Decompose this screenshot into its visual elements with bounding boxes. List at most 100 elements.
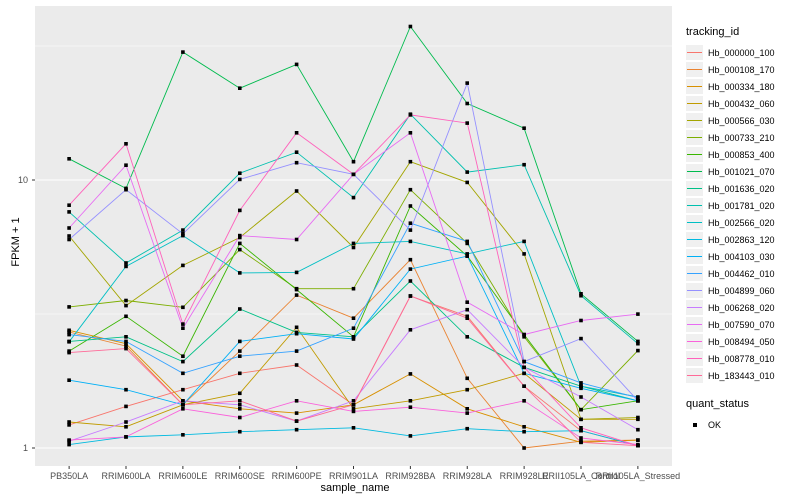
data-point bbox=[522, 429, 526, 434]
data-point bbox=[238, 391, 242, 396]
data-point bbox=[124, 335, 128, 339]
data-point bbox=[636, 395, 640, 400]
data-point bbox=[579, 318, 583, 323]
data-point bbox=[238, 371, 242, 376]
data-point bbox=[579, 440, 583, 445]
data-point bbox=[579, 417, 583, 422]
data-point bbox=[351, 335, 356, 339]
legend-key-line bbox=[687, 255, 702, 257]
data-point bbox=[465, 376, 469, 381]
data-point bbox=[238, 403, 242, 407]
data-point bbox=[579, 436, 583, 440]
data-point bbox=[522, 239, 526, 244]
x-tick-label-RRIM928LA: RRIM928LA bbox=[442, 471, 492, 481]
legend-key-line bbox=[687, 306, 702, 308]
data-point bbox=[408, 328, 413, 332]
data-point bbox=[351, 407, 356, 411]
x-tick-label-RRIM600SE: RRIM600SE bbox=[214, 471, 265, 481]
data-point bbox=[238, 407, 242, 411]
data-point bbox=[124, 298, 128, 303]
y-tick-label-1: 1 bbox=[22, 442, 28, 453]
data-point bbox=[124, 303, 128, 308]
data-point bbox=[238, 208, 242, 213]
x-tick-label-RRII105LA_Stressed: RRII105LA_Stressed bbox=[595, 471, 681, 481]
legend-item-label: Hb_008778_010 bbox=[708, 353, 775, 364]
legend-key-line bbox=[687, 289, 702, 291]
data-point bbox=[238, 177, 242, 182]
data-point bbox=[636, 312, 640, 316]
data-point bbox=[465, 101, 469, 106]
data-point bbox=[465, 314, 469, 319]
data-point bbox=[181, 387, 185, 392]
data-point bbox=[181, 403, 185, 407]
data-point bbox=[294, 331, 299, 336]
data-point bbox=[579, 336, 583, 341]
data-point bbox=[67, 332, 71, 337]
legend-key-line bbox=[687, 357, 702, 359]
legend-item-label: Hb_000853_400 bbox=[708, 149, 775, 160]
data-point bbox=[522, 425, 526, 429]
data-point bbox=[465, 81, 469, 85]
x-tick-label-RRIM600LE: RRIM600LE bbox=[158, 471, 208, 481]
data-point bbox=[579, 395, 583, 399]
legend-item-Hb_002863_120: Hb_002863_120 bbox=[686, 231, 800, 248]
data-point bbox=[408, 294, 413, 298]
legend-item-label: Hb_008494_050 bbox=[708, 336, 775, 347]
data-point bbox=[67, 234, 71, 238]
legend-key-line bbox=[687, 238, 702, 240]
data-point bbox=[181, 305, 185, 310]
data-point bbox=[181, 433, 185, 437]
data-point bbox=[351, 426, 356, 430]
data-point bbox=[636, 427, 640, 432]
data-point bbox=[181, 354, 185, 358]
data-point bbox=[465, 254, 469, 258]
legend-key-swatch bbox=[686, 79, 703, 94]
data-point bbox=[408, 131, 413, 135]
data-point bbox=[124, 404, 128, 409]
legend-key-line bbox=[687, 340, 702, 342]
legend-item-label: Hb_000566_030 bbox=[708, 115, 775, 126]
legend-key-swatch bbox=[686, 147, 703, 162]
x-tick-label-RRIM600PE: RRIM600PE bbox=[271, 471, 322, 481]
data-point bbox=[124, 163, 128, 167]
x-tick-label-RRIM901LA: RRIM901LA bbox=[328, 471, 379, 481]
data-point bbox=[351, 316, 356, 320]
x-tick-label-PB350LA: PB350LA bbox=[50, 471, 89, 481]
legend-item-label: Hb_001636_020 bbox=[708, 183, 775, 194]
legend-key-swatch bbox=[686, 317, 703, 332]
legend-key-line bbox=[687, 102, 702, 104]
legend-item-Hb_000566_030: Hb_000566_030 bbox=[686, 112, 800, 129]
legend-item-Hb_006268_020: Hb_006268_020 bbox=[686, 299, 800, 316]
legend: tracking_id Hb_000000_100 Hb_000108_170 Hb… bbox=[686, 26, 800, 433]
data-point bbox=[408, 279, 413, 283]
data-point bbox=[351, 403, 356, 407]
legend-key-line bbox=[687, 119, 702, 121]
data-point bbox=[238, 307, 242, 311]
data-point bbox=[67, 328, 71, 333]
legend-key-line bbox=[687, 153, 702, 155]
data-point bbox=[294, 270, 299, 275]
legend-item-Hb_002566_020: Hb_002566_020 bbox=[686, 214, 800, 231]
legend-key-swatch bbox=[686, 62, 703, 77]
data-point bbox=[181, 326, 185, 330]
black-square-marker-icon bbox=[686, 417, 703, 432]
data-point bbox=[408, 405, 413, 409]
data-point bbox=[238, 241, 242, 246]
data-point bbox=[522, 365, 526, 370]
legend-item-Hb_183443_010: Hb_183443_010 bbox=[686, 367, 800, 384]
data-point bbox=[465, 426, 469, 431]
y-tick-label-10: 10 bbox=[17, 174, 28, 185]
legend-item-label: OK bbox=[708, 419, 722, 430]
data-point bbox=[67, 210, 71, 214]
data-point bbox=[351, 245, 356, 250]
legend-key-line bbox=[687, 221, 702, 223]
legend-item-label: Hb_000733_210 bbox=[708, 132, 775, 143]
data-point bbox=[408, 228, 413, 232]
legend-item-label: Hb_183443_010 bbox=[708, 370, 775, 381]
data-point bbox=[636, 341, 640, 346]
data-point bbox=[124, 341, 128, 346]
legend-item-Hb_008778_010: Hb_008778_010 bbox=[686, 350, 800, 367]
data-point bbox=[636, 348, 640, 353]
